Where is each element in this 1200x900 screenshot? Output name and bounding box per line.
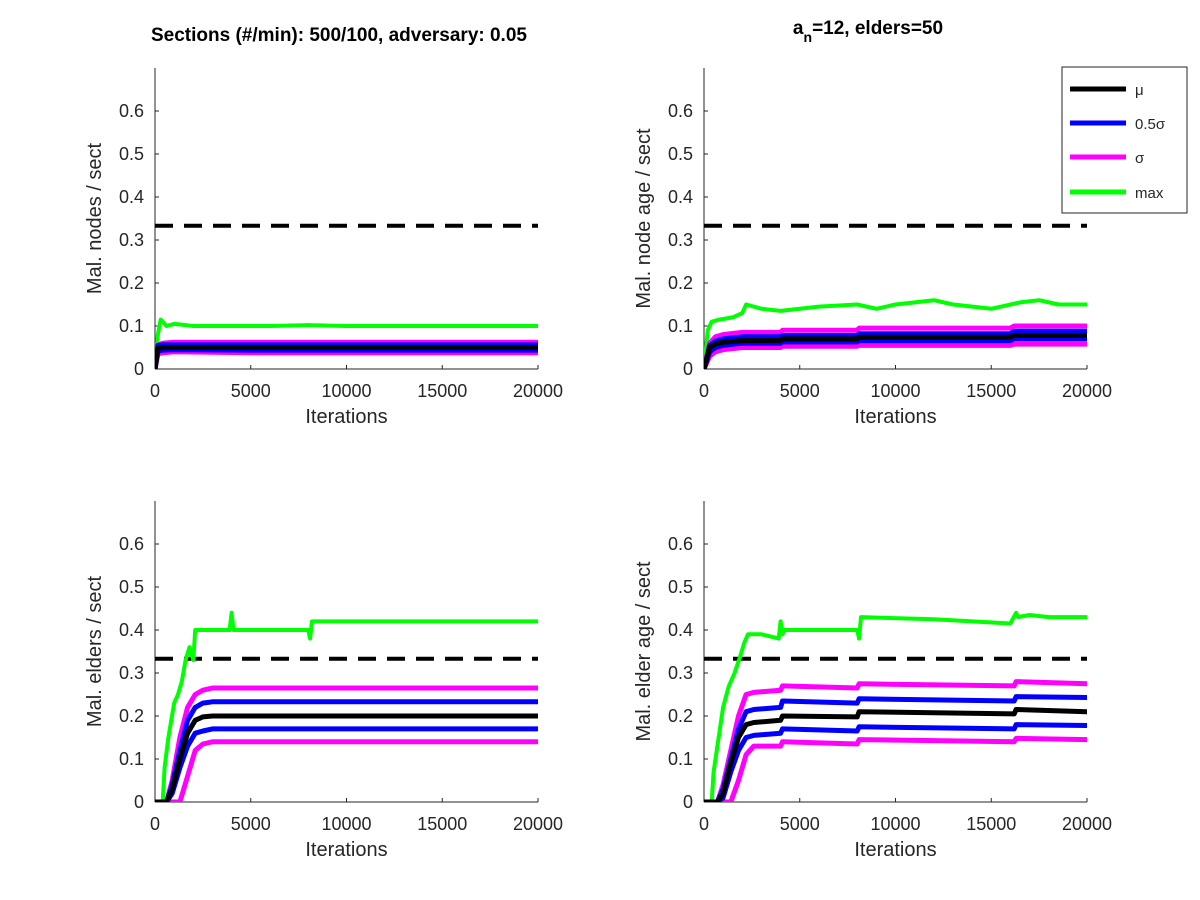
series-line-max [155,317,538,369]
x-tick-label: 15000 [966,381,1016,401]
right-title-prefix: a [793,18,804,39]
legend-half-sigma-label: 0.5σ [1135,116,1166,133]
x-tick-label: 10000 [870,814,920,834]
x-tick-label: 20000 [513,814,563,834]
y-tick-label: 0.6 [668,101,693,121]
y-tick-label: 0.1 [668,316,693,336]
series-line-mu [155,345,538,369]
y-tick-label: 0.6 [119,101,144,121]
y-tick-label: 0.2 [668,273,693,293]
x-tick-label: 15000 [417,814,467,834]
right-title-rest: =12, elders=50 [812,18,943,39]
x-tick-label: 10000 [321,381,371,401]
series-line-sigma [704,341,1087,369]
x-tick-label: 20000 [513,381,563,401]
x-tick-label: 0 [699,381,709,401]
x-tick-label: 15000 [417,381,467,401]
y-axis-label: Mal. elder age / sect [633,561,655,742]
series-group [155,317,538,369]
y-tick-label: 0 [683,792,693,812]
series-line-sigma [155,739,538,802]
y-tick-label: 0.2 [119,706,144,726]
y-tick-label: 0.1 [119,316,144,336]
y-tick-label: 0.1 [119,749,144,769]
y-tick-label: 0 [134,359,144,379]
y-tick-label: 0.4 [119,187,144,207]
x-tick-label: 5000 [780,381,820,401]
panel-top-left: 0 5000 10000 15000 20000 0 0.1 0.2 0.3 0.4 0.5 0.6 I… [84,68,563,428]
series-line-half-sigma [155,342,538,369]
x-tick-label: 0 [150,814,160,834]
y-tick-label: 0.5 [119,577,144,597]
y-tick-label: 0.3 [668,663,693,683]
y-tick-label: 0 [683,359,693,379]
x-tick-label: 20000 [1062,381,1112,401]
y-tick-label: 0.3 [668,230,693,250]
y-tick-label: 0.1 [668,749,693,769]
y-tick-label: 0.6 [668,534,693,554]
x-tick-label: 0 [150,381,160,401]
x-axis-label: Iterations [854,839,936,861]
x-tick-label: 10000 [321,814,371,834]
y-tick-label: 0.5 [119,144,144,164]
series-group [704,298,1087,369]
y-tick-label: 0.2 [668,706,693,726]
series-line-max [704,298,1087,369]
series-line-mu [704,707,1087,802]
x-axis-label: Iterations [305,406,387,428]
y-tick-label: 0 [134,792,144,812]
series-line-mu [155,713,538,802]
series-line-sigma [155,685,538,802]
panel-top-right: 0 5000 10000 15000 20000 0 0.1 0.2 0.3 0.4 0.5 0.6 I… [633,68,1112,428]
y-axis-label: Mal. node age / sect [633,128,655,309]
right-column-title: an=12, elders=50 [793,18,943,45]
series-line-max [155,610,538,802]
y-tick-label: 0.3 [119,663,144,683]
x-tick-label: 5000 [231,381,271,401]
series-line-sigma [704,735,1087,802]
series-line-max [704,610,1087,802]
x-axis-label: Iterations [854,406,936,428]
legend: μ 0.5σ σ max [1061,66,1188,214]
y-tick-label: 0.4 [668,187,693,207]
y-tick-label: 0.4 [668,620,693,640]
series-group [155,610,538,802]
x-tick-label: 10000 [870,381,920,401]
panel-bottom-right: 0 5000 10000 15000 20000 0 0.1 0.2 0.3 0.4 0.5 0.6 I… [633,501,1112,861]
y-tick-label: 0.5 [668,144,693,164]
y-axis-label: Mal. nodes / sect [84,142,106,294]
x-tick-label: 5000 [231,814,271,834]
y-tick-label: 0.2 [119,273,144,293]
x-tick-label: 15000 [966,814,1016,834]
panel-bottom-left: 0 5000 10000 15000 20000 0 0.1 0.2 0.3 0.4 0.5 0.6 I… [84,501,563,861]
series-group [704,610,1087,802]
y-tick-label: 0.5 [668,577,693,597]
left-column-title: Sections (#/min): 500/100, adversary: 0.… [151,25,527,46]
y-axis-label: Mal. elders / sect [84,575,106,727]
legend-max-label: max [1135,185,1164,202]
legend-mu-label: μ [1135,82,1144,99]
x-tick-label: 20000 [1062,814,1112,834]
x-axis-label: Iterations [305,839,387,861]
right-title-subscript: n [804,29,813,45]
series-line-mu [704,333,1087,369]
y-tick-label: 0.6 [119,534,144,554]
x-tick-label: 5000 [780,814,820,834]
y-tick-label: 0.3 [119,230,144,250]
series-line-sigma [704,323,1087,369]
y-tick-label: 0.4 [119,620,144,640]
legend-sigma-label: σ [1135,150,1145,167]
x-tick-label: 0 [699,814,709,834]
